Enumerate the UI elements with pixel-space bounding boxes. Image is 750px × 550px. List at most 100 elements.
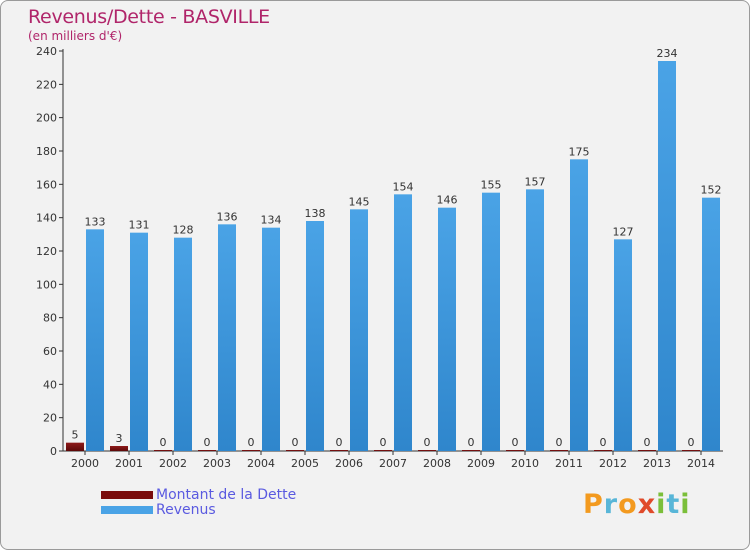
data-label-revenus-2012: 127 xyxy=(613,225,634,238)
x-tick-label: 2014 xyxy=(687,457,715,470)
data-label-revenus-2011: 175 xyxy=(569,145,590,158)
bar-revenus-2008 xyxy=(438,207,456,451)
data-label-revenus-2006: 145 xyxy=(349,195,370,208)
bar-revenus-2006 xyxy=(350,209,368,451)
bar-revenus-2013 xyxy=(658,61,676,451)
x-tick-label: 2010 xyxy=(511,457,539,470)
bar-dette-2014 xyxy=(682,450,700,451)
data-label-dette-2009: 0 xyxy=(468,436,475,449)
y-tick-label: 120 xyxy=(36,245,57,258)
data-label-revenus-2013: 234 xyxy=(657,47,678,60)
x-tick-label: 2013 xyxy=(643,457,671,470)
data-label-dette-2001: 3 xyxy=(116,432,123,445)
y-tick-label: 80 xyxy=(43,312,57,325)
bar-dette-2006 xyxy=(330,450,348,451)
legend-swatch-revenus xyxy=(101,506,153,514)
bar-dette-2003 xyxy=(198,450,216,451)
x-tick-label: 2007 xyxy=(379,457,407,470)
legend-label-revenus: Revenus xyxy=(156,502,216,518)
bar-dette-2010 xyxy=(506,450,524,451)
data-label-dette-2013: 0 xyxy=(644,436,651,449)
data-label-revenus-2014: 152 xyxy=(701,184,722,197)
chart-labels: 5 133 3 131 0 128 0 136 0 134 0 138 0 145 0 154 0 146 0 155… xyxy=(72,47,722,449)
data-label-revenus-2002: 128 xyxy=(173,224,194,237)
y-tick-label: 100 xyxy=(36,278,57,291)
data-label-revenus-2008: 146 xyxy=(437,194,458,207)
bar-dette-2002 xyxy=(154,450,172,451)
x-tick-label: 2011 xyxy=(555,457,583,470)
data-label-dette-2007: 0 xyxy=(380,436,387,449)
bar-dette-2013 xyxy=(638,450,656,451)
bar-revenus-2014 xyxy=(702,197,720,451)
legend-swatch-dette xyxy=(101,491,153,499)
bar-revenus-2007 xyxy=(394,194,412,452)
data-label-dette-2004: 0 xyxy=(248,436,255,449)
bar-dette-2008 xyxy=(418,450,436,451)
y-tick-label: 240 xyxy=(36,45,57,58)
data-label-revenus-2004: 134 xyxy=(261,214,282,227)
bar-revenus-2011 xyxy=(570,159,588,452)
bar-revenus-2000 xyxy=(86,229,104,451)
bar-dette-2007 xyxy=(374,450,392,451)
bar-dette-2005 xyxy=(286,450,304,451)
bar-dette-2009 xyxy=(462,450,480,451)
bar-dette-2004 xyxy=(242,450,260,451)
y-tick-label: 0 xyxy=(50,445,57,458)
data-label-dette-2011: 0 xyxy=(556,436,563,449)
chart-title: Revenus/Dette - BASVILLE xyxy=(28,6,270,28)
y-tick-label: 60 xyxy=(43,345,57,358)
data-label-dette-2006: 0 xyxy=(336,436,343,449)
bar-revenus-2003 xyxy=(218,224,236,451)
data-label-dette-2010: 0 xyxy=(512,436,519,449)
bar-revenus-2012 xyxy=(614,239,632,451)
y-tick-label: 200 xyxy=(36,112,57,125)
data-label-dette-2012: 0 xyxy=(600,436,607,449)
x-tick-label: 2012 xyxy=(599,457,627,470)
bar-revenus-2004 xyxy=(262,227,280,451)
data-label-dette-2008: 0 xyxy=(424,436,431,449)
chart-subtitle: (en milliers d'€) xyxy=(28,29,123,43)
bar-revenus-2005 xyxy=(306,221,324,451)
data-label-revenus-2007: 154 xyxy=(393,180,414,193)
bar-dette-2011 xyxy=(550,450,568,451)
data-label-revenus-2000: 133 xyxy=(85,215,106,228)
data-label-revenus-2009: 155 xyxy=(481,179,502,192)
x-tick-label: 2000 xyxy=(71,457,99,470)
data-label-dette-2000: 5 xyxy=(72,429,79,442)
legend-label-dette: Montant de la Dette xyxy=(156,487,297,503)
proxiti-logo: Proxiti xyxy=(583,489,691,520)
data-label-revenus-2003: 136 xyxy=(217,210,238,223)
bar-revenus-2009 xyxy=(482,192,500,451)
data-label-revenus-2005: 138 xyxy=(305,207,326,220)
data-label-dette-2005: 0 xyxy=(292,436,299,449)
y-tick-label: 20 xyxy=(43,412,57,425)
bar-revenus-2001 xyxy=(130,232,148,451)
x-tick-label: 2008 xyxy=(423,457,451,470)
y-tick-label: 180 xyxy=(36,145,57,158)
chart-bars xyxy=(66,61,720,452)
x-tick-label: 2006 xyxy=(335,457,363,470)
data-label-dette-2002: 0 xyxy=(160,436,167,449)
x-tick-label: 2005 xyxy=(291,457,319,470)
data-label-revenus-2001: 131 xyxy=(129,219,150,232)
bar-revenus-2002 xyxy=(174,237,192,451)
x-tick-label: 2001 xyxy=(115,457,143,470)
x-tick-label: 2004 xyxy=(247,457,275,470)
y-tick-label: 160 xyxy=(36,178,57,191)
x-tick-label: 2009 xyxy=(467,457,495,470)
x-tick-label: 2003 xyxy=(203,457,231,470)
x-tick-label: 2002 xyxy=(159,457,187,470)
y-tick-label: 140 xyxy=(36,212,57,225)
y-tick-label: 220 xyxy=(36,78,57,91)
chart-axes: 0 20 40 60 80 100 120 140 160 180 200 220 240 2000 200… xyxy=(36,45,723,470)
bar-dette-2000 xyxy=(66,442,84,451)
bar-dette-2001 xyxy=(110,446,128,451)
data-label-dette-2003: 0 xyxy=(204,436,211,449)
y-tick-label: 40 xyxy=(43,378,57,391)
bar-dette-2012 xyxy=(594,450,612,451)
data-label-dette-2014: 0 xyxy=(688,436,695,449)
bar-revenus-2010 xyxy=(526,189,544,452)
data-label-revenus-2010: 157 xyxy=(525,175,546,188)
